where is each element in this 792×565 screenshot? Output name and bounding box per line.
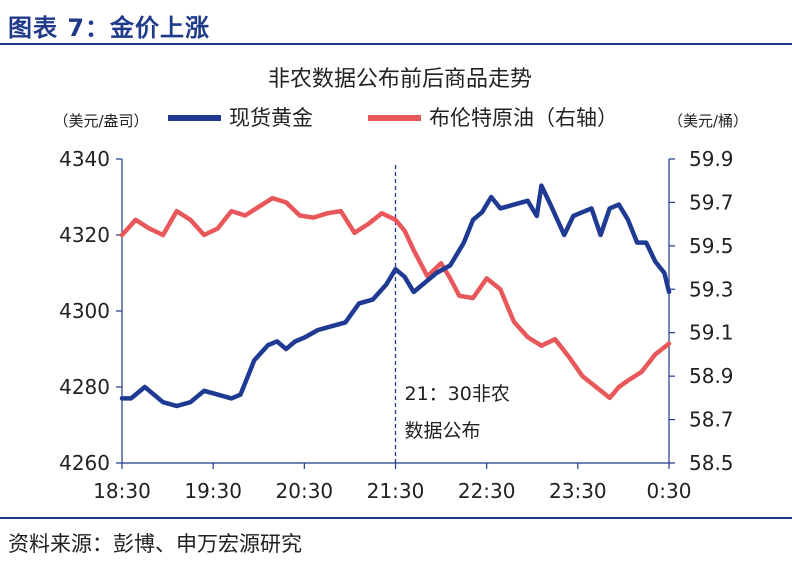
left-tick-label: 4260 <box>59 451 110 475</box>
right-tick-label: 59.1 <box>689 321 734 345</box>
left-tick-label: 4280 <box>59 375 110 399</box>
right-tick-label: 59.3 <box>689 277 734 301</box>
annotation-text: 数据公布 <box>405 420 481 442</box>
right-tick-label: 59.5 <box>689 234 734 258</box>
legend-label-gold: 现货黄金 <box>229 106 313 130</box>
brent-series-line <box>119 195 672 401</box>
chart-title: 非农数据公布前后商品走势 <box>268 67 532 92</box>
bottom-rule <box>0 517 792 519</box>
left-axis-unit: （美元/盎司） <box>53 112 148 130</box>
legend: 现货黄金 布伦特原油（右轴） <box>168 106 618 130</box>
left-tick-label: 4320 <box>59 223 110 247</box>
right-tick-label: 58.9 <box>689 364 734 388</box>
right-tick-label: 58.7 <box>689 408 734 432</box>
source-note: 资料来源：彭博、申万宏源研究 <box>8 532 302 556</box>
x-tick-label: 18:30 <box>93 479 151 503</box>
x-tick-label: 22:30 <box>458 479 516 503</box>
left-tick-label: 4300 <box>59 299 110 323</box>
x-tick-label: 19:30 <box>184 479 242 503</box>
figure-title: 图表 7：金价上涨 <box>8 14 211 42</box>
right-axis-unit: （美元/桶） <box>668 112 748 130</box>
right-tick-label: 58.5 <box>689 451 734 475</box>
x-tick-label: 20:30 <box>276 479 334 503</box>
x-tick-label: 23:30 <box>549 479 607 503</box>
left-tick-label: 4340 <box>59 147 110 171</box>
top-rule <box>0 43 792 45</box>
x-tick-label: 0:30 <box>647 479 692 503</box>
right-tick-label: 59.9 <box>689 147 734 171</box>
x-tick-label: 21:30 <box>367 479 425 503</box>
right-tick-label: 59.7 <box>689 190 734 214</box>
series-lines <box>119 183 672 409</box>
legend-label-brent: 布伦特原油（右轴） <box>429 106 618 130</box>
annotation-text: 21：30非农 <box>405 383 510 405</box>
gold-series-line <box>119 183 672 409</box>
axes: 4340 4320 4300 4280 4260 59.9 59.7 59.5 59.3 59.1… <box>59 147 733 503</box>
